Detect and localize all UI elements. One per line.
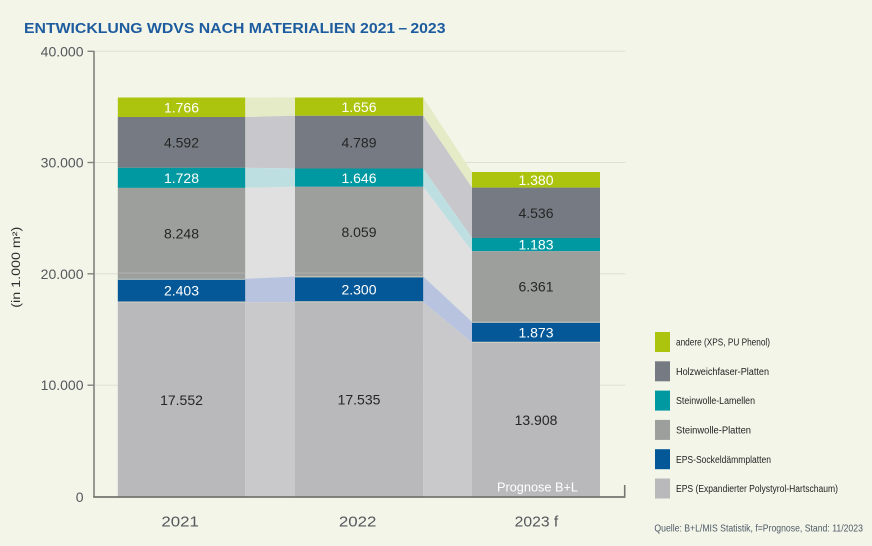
svg-text:1.873: 1.873 bbox=[518, 324, 553, 340]
svg-text:2022: 2022 bbox=[339, 514, 377, 531]
svg-text:1.766: 1.766 bbox=[164, 99, 199, 115]
svg-text:8.059: 8.059 bbox=[341, 224, 376, 240]
svg-text:Steinwolle-Lamellen: Steinwolle-Lamellen bbox=[676, 396, 755, 407]
svg-text:1.646: 1.646 bbox=[341, 170, 376, 186]
svg-text:2023 f: 2023 f bbox=[515, 514, 559, 531]
svg-text:1.656: 1.656 bbox=[341, 99, 376, 115]
svg-text:17.535: 17.535 bbox=[338, 392, 381, 408]
svg-text:40.000: 40.000 bbox=[41, 43, 84, 59]
svg-text:1.380: 1.380 bbox=[518, 172, 553, 188]
svg-text:Steinwolle-Platten: Steinwolle-Platten bbox=[676, 426, 751, 437]
svg-text:20.000: 20.000 bbox=[41, 266, 84, 282]
svg-text:2.403: 2.403 bbox=[164, 283, 199, 299]
svg-text:0: 0 bbox=[76, 489, 84, 505]
svg-text:10.000: 10.000 bbox=[41, 377, 84, 393]
svg-text:Quelle: B+L/MIS Statistik, f=P: Quelle: B+L/MIS Statistik, f=Prognose, S… bbox=[654, 523, 863, 535]
svg-text:(in 1.000 m²): (in 1.000 m²) bbox=[11, 226, 23, 307]
svg-text:4.789: 4.789 bbox=[341, 134, 376, 150]
svg-text:4.592: 4.592 bbox=[164, 135, 199, 151]
svg-text:8.248: 8.248 bbox=[164, 226, 199, 242]
svg-text:17.552: 17.552 bbox=[160, 392, 203, 408]
svg-text:1.183: 1.183 bbox=[518, 237, 553, 253]
svg-text:Prognose B+L: Prognose B+L bbox=[497, 480, 578, 495]
svg-text:1.728: 1.728 bbox=[164, 170, 199, 186]
svg-text:ENTWICKLUNG WDVS NACH MATERIAL: ENTWICKLUNG WDVS NACH MATERIALIEN 2021 –… bbox=[24, 20, 446, 37]
svg-text:Holzweichfaser-Platten: Holzweichfaser-Platten bbox=[676, 367, 769, 378]
svg-text:EPS (Expandierter Polystyrol-H: EPS (Expandierter Polystyrol-Hartschaum) bbox=[676, 484, 838, 495]
svg-text:andere (XPS, PU Phenol): andere (XPS, PU Phenol) bbox=[676, 338, 770, 349]
svg-text:30.000: 30.000 bbox=[41, 155, 84, 171]
svg-text:13.908: 13.908 bbox=[515, 412, 558, 428]
svg-text:EPS-Sockeldämmplatten: EPS-Sockeldämmplatten bbox=[676, 455, 771, 466]
svg-text:2.300: 2.300 bbox=[341, 281, 376, 297]
svg-text:4.536: 4.536 bbox=[518, 205, 553, 221]
svg-text:6.361: 6.361 bbox=[518, 279, 553, 295]
svg-text:2021: 2021 bbox=[161, 514, 199, 531]
